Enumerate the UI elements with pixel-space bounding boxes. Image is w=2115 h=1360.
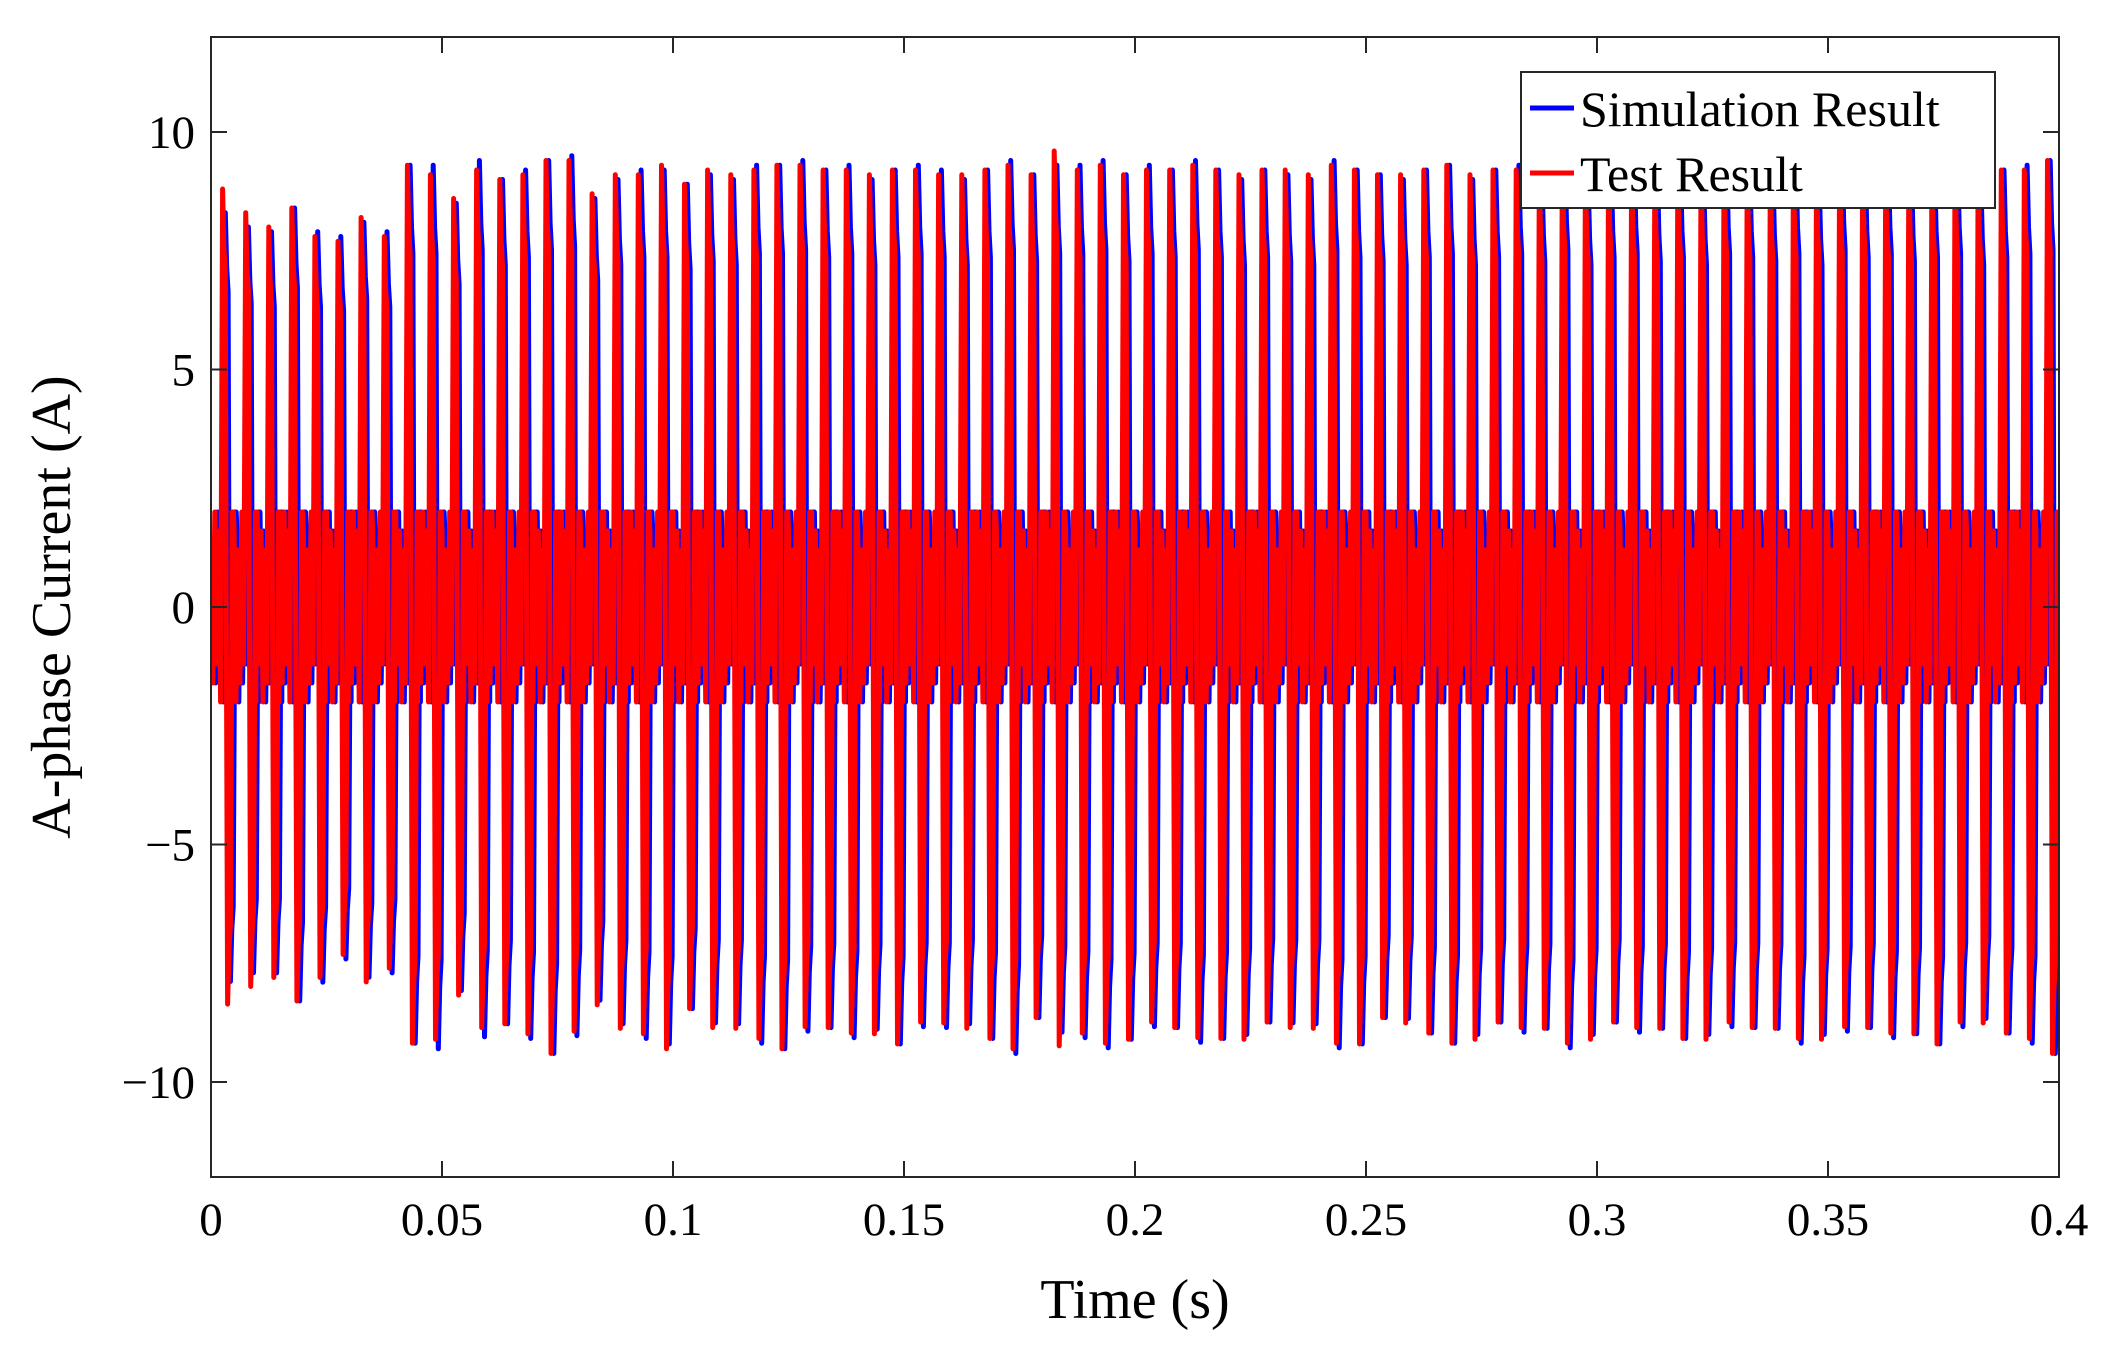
- x-tick-label: 0.35: [1787, 1194, 1869, 1246]
- x-axis-title: Time (s): [1040, 1269, 1229, 1331]
- x-tick-label: 0.05: [401, 1194, 483, 1246]
- y-tick-label: 10: [148, 107, 195, 159]
- x-tick-label: 0.1: [644, 1194, 703, 1246]
- legend-label-simulation: Simulation Result: [1580, 81, 1940, 137]
- y-tick-label: −10: [121, 1057, 195, 1109]
- y-tick-label: 0: [172, 582, 196, 634]
- x-tick-label: 0.3: [1568, 1194, 1627, 1246]
- series-layer: [211, 148, 2059, 1056]
- x-tick-label: 0.2: [1106, 1194, 1165, 1246]
- y-axis-title: A-phase Current (A): [21, 375, 83, 838]
- y-tick-label: −5: [145, 820, 195, 872]
- y-tick-label: 5: [172, 345, 196, 397]
- ticks-layer: 0 0.05 0.1 0.15 0.2 0.25 0.3 0.35 0.4 −10 −5 0 5 10: [121, 37, 2088, 1246]
- legend: Simulation Result Test Result: [1520, 71, 1996, 209]
- x-tick-label: 0.4: [2030, 1194, 2089, 1246]
- x-tick-label: 0.25: [1325, 1194, 1407, 1246]
- legend-label-test: Test Result: [1580, 146, 1803, 202]
- x-tick-label: 0: [199, 1194, 223, 1246]
- series-line-test: [211, 148, 2059, 1056]
- legend-box: [1520, 71, 1996, 209]
- x-tick-label: 0.15: [863, 1194, 945, 1246]
